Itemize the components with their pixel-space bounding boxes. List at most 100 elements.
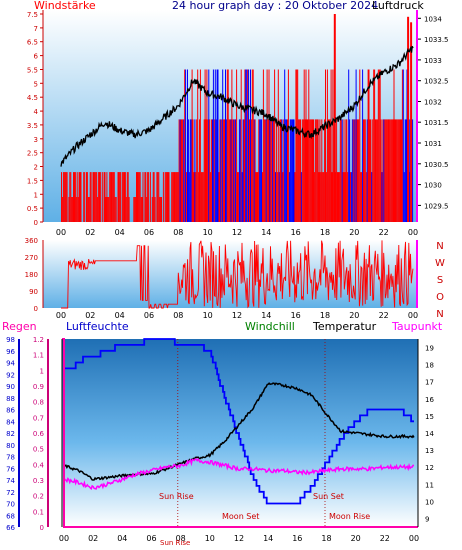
wind-bar — [206, 69, 208, 222]
wind-bar — [80, 172, 82, 222]
wind-bar — [122, 172, 124, 222]
wind-bar — [139, 172, 141, 222]
wind-bar — [61, 197, 63, 222]
rain-tick-label: 0.1 — [33, 508, 44, 516]
wind-direction-line — [61, 240, 414, 309]
wind-bar — [142, 172, 144, 222]
wind-bar — [314, 119, 316, 222]
wind-bar — [351, 119, 353, 222]
wind-bar — [300, 172, 302, 222]
wind-bar — [235, 119, 237, 222]
humidity-line — [64, 338, 414, 505]
wind-bar — [306, 119, 308, 222]
wind-bar — [330, 69, 332, 222]
wind-strength-label: Windstärke — [34, 0, 96, 12]
wind-tick-label: 3 — [34, 136, 38, 144]
wind-bar — [174, 172, 176, 222]
wind-bar — [211, 119, 213, 222]
wind-bar — [111, 172, 112, 222]
wind-bar — [251, 69, 253, 222]
sun-rise-annotation: Sun Rise — [159, 492, 194, 501]
wind-bar — [308, 69, 310, 222]
wind-bar — [97, 197, 99, 222]
moon-rise-annotation: Moon Rise — [329, 512, 370, 521]
wind-bar — [286, 119, 288, 222]
wind-bar — [79, 172, 81, 222]
pressure-tick-label: 1031 — [424, 140, 442, 148]
wind-bar — [162, 172, 164, 222]
wind-bar — [275, 172, 276, 222]
wind-bar — [126, 172, 128, 222]
wind-bar — [390, 119, 392, 222]
wind-bar — [381, 172, 383, 222]
wind-bar — [135, 197, 137, 222]
wind-bar — [134, 197, 136, 222]
wind-bar — [96, 172, 98, 222]
wind-bar — [369, 119, 371, 222]
wind-bar — [114, 197, 116, 222]
wind-bar — [128, 197, 130, 222]
wind-bar — [331, 172, 333, 222]
wind-bar — [95, 172, 97, 222]
wind-bar — [189, 119, 191, 222]
wind-bar — [200, 172, 202, 222]
wind-bar — [400, 119, 401, 222]
wind-bar — [277, 69, 279, 222]
wind-bar — [108, 197, 110, 222]
wind-bar — [233, 119, 235, 222]
wind-tick-label: 1.5 — [27, 177, 38, 185]
wind-bar — [137, 172, 138, 222]
wind-bar — [243, 119, 245, 222]
wind-bar — [350, 172, 352, 222]
humidity-tick-label: 98 — [6, 336, 15, 344]
wind-bar — [181, 119, 183, 222]
pressure-tick-label: 1030 — [424, 182, 442, 190]
wind-bar — [192, 119, 194, 222]
wind-bar — [346, 119, 348, 222]
wind-bar — [325, 69, 326, 222]
sun-rise-axis-annotation: Sun Rise — [160, 539, 190, 547]
wind-bar — [307, 119, 309, 222]
wind-bar — [237, 172, 239, 222]
wind-bar — [87, 197, 89, 222]
wind-bar — [379, 69, 381, 222]
x-tick-label-mid: 06 — [144, 311, 154, 320]
wind-bar — [174, 172, 175, 222]
wind-bar — [149, 172, 151, 222]
wind-bar — [332, 69, 334, 222]
wind-bar — [366, 119, 368, 222]
x-tick-label-top: 20 — [349, 228, 359, 237]
x-tick-label-top: 12 — [232, 228, 242, 237]
humidity-tick-label: 82 — [6, 430, 15, 438]
wind-tick-label: 0.5 — [27, 205, 38, 213]
wind-bar — [239, 119, 241, 222]
x-tick-label-mid: 18 — [320, 311, 330, 320]
wind-bar — [296, 69, 298, 222]
wind-bar — [385, 119, 387, 222]
wind-bar — [138, 172, 140, 222]
wind-bar — [354, 119, 356, 222]
wind-bar — [199, 119, 200, 222]
humidity-tick-label: 70 — [6, 501, 15, 509]
rain-tick-label: 0.9 — [33, 383, 44, 391]
wind-tick-label: 4 — [34, 108, 39, 116]
wind-bar — [292, 119, 294, 222]
wind-bar — [101, 172, 103, 222]
wind-bar — [234, 119, 236, 222]
x-tick-label-mid: 00 — [408, 311, 418, 320]
wind-bar — [391, 119, 393, 222]
wind-bar — [160, 197, 162, 222]
wind-bar — [382, 119, 384, 222]
pressure-tick-label: 1031.5 — [424, 119, 449, 127]
wind-bar — [320, 172, 322, 222]
wind-bar — [363, 119, 364, 222]
wind-bar — [117, 172, 119, 222]
wind-bar — [288, 172, 290, 222]
chart-title: 24 hour graph day : 20 Oktober 2024 — [172, 0, 378, 12]
wind-bar — [62, 172, 64, 222]
rain-tick-label: 1.2 — [33, 336, 44, 344]
wind-bar — [157, 172, 159, 222]
wind-bar — [283, 119, 285, 222]
wind-bar — [73, 172, 74, 222]
wind-bar — [93, 172, 95, 222]
